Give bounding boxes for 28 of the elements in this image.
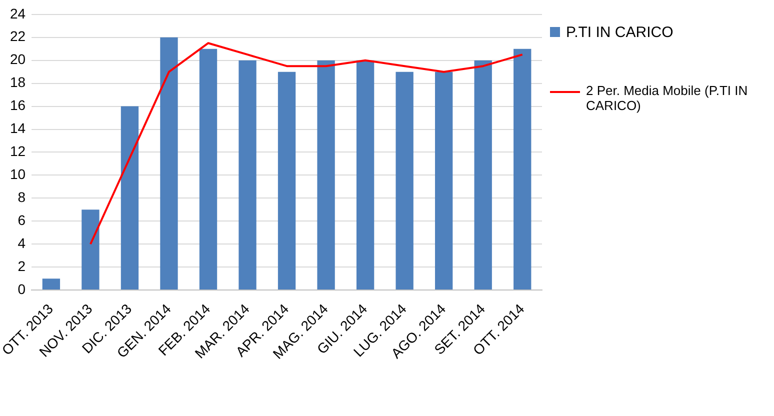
- y-tick-label: 8: [18, 189, 26, 206]
- bar: [514, 48, 532, 290]
- y-tick-label: 14: [10, 120, 26, 136]
- bar: [120, 106, 139, 290]
- y-tick-label: 0: [18, 280, 26, 297]
- y-tick-label: 20: [10, 51, 26, 68]
- bar: [435, 72, 453, 290]
- legend-label: 2 Per. Media Mobile (P.TI IN CARICO): [586, 83, 749, 113]
- y-tick-label: 18: [10, 74, 26, 90]
- bar: [278, 72, 296, 290]
- bar: [42, 278, 60, 290]
- bar: [199, 48, 218, 290]
- bar: [317, 60, 335, 290]
- y-tick-label: 10: [10, 166, 26, 182]
- legend-label: P.TI IN CARICO: [566, 24, 674, 41]
- bar: [474, 60, 492, 290]
- y-tick-label: 4: [18, 234, 26, 251]
- y-tick-label: 22: [10, 28, 26, 44]
- bar: [238, 60, 256, 290]
- bar: [82, 210, 100, 290]
- y-tick-label: 12: [10, 143, 26, 160]
- y-tick-label: 24: [10, 5, 26, 22]
- bar: [356, 60, 374, 290]
- y-tick-label: 6: [18, 212, 26, 228]
- bar: [396, 72, 414, 290]
- y-tick-label: 16: [10, 97, 26, 114]
- bar: [160, 37, 178, 290]
- y-tick-label: 2: [18, 258, 26, 274]
